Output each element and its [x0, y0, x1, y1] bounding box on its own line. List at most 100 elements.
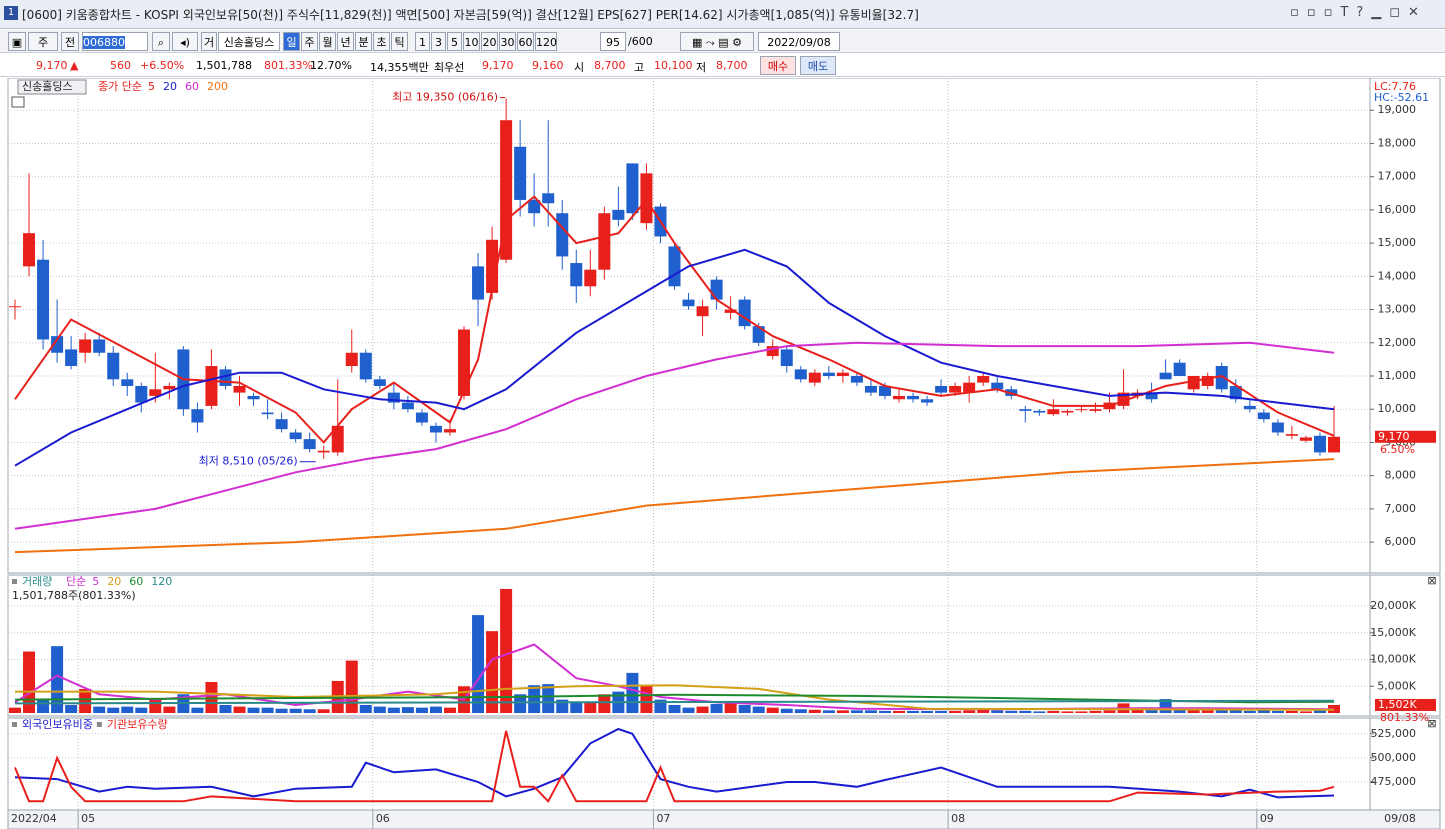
candle-body	[191, 409, 204, 423]
candle-body	[878, 385, 891, 396]
date-input[interactable]: 2022/09/08	[758, 32, 840, 51]
candle-body	[1187, 376, 1200, 390]
candle-body	[1229, 385, 1242, 400]
volume-tag	[1375, 698, 1436, 711]
volume-bar	[724, 702, 737, 713]
volume-bar	[51, 646, 64, 713]
search-button[interactable]: ⌕	[152, 32, 170, 51]
volume-bar	[1047, 710, 1060, 713]
candle-body	[65, 349, 78, 367]
candle-body	[612, 209, 625, 220]
period-button[interactable]: 분	[355, 32, 372, 51]
period-button[interactable]: 월	[319, 32, 336, 51]
candle-body	[626, 163, 639, 214]
count-max: /600	[628, 35, 653, 48]
period-button[interactable]: 30	[499, 32, 516, 51]
volume-bar	[373, 706, 386, 713]
candle-body	[331, 425, 344, 453]
volume-bar	[401, 707, 414, 713]
y-tick-label: 500,000	[1371, 751, 1417, 764]
y-tick-label: 10,000K	[1370, 653, 1416, 666]
volume-bar	[1145, 709, 1158, 713]
candle-body	[472, 266, 485, 300]
candle-body	[710, 279, 723, 300]
candle-body	[1201, 376, 1214, 386]
candle-body	[682, 299, 695, 307]
volume-bar	[766, 707, 779, 713]
volume-bar	[1201, 709, 1214, 713]
period-button[interactable]: 틱	[391, 32, 408, 51]
period-select[interactable]: 주	[28, 32, 58, 51]
legend-title: 단순	[66, 575, 86, 588]
candle-body	[893, 395, 906, 400]
buy-button[interactable]: 매수	[760, 56, 796, 75]
volume-bar	[949, 710, 962, 713]
candle-body	[1033, 410, 1046, 413]
period-button[interactable]: 일	[283, 32, 300, 51]
volume-bar	[79, 688, 92, 713]
candle-body	[1075, 409, 1088, 411]
period-button[interactable]: 1	[415, 32, 430, 51]
period-button[interactable]: 년	[337, 32, 354, 51]
period-button[interactable]: 주	[301, 32, 318, 51]
volume-bar	[668, 704, 681, 713]
stock-name: 신송홀딩스	[22, 80, 73, 93]
period-button[interactable]: 5	[447, 32, 462, 51]
period-button[interactable]: 120	[535, 32, 557, 51]
volume-bar	[472, 615, 485, 713]
volume-bar	[1299, 711, 1312, 713]
volume-bar	[977, 709, 990, 713]
period-button[interactable]: 초	[373, 32, 390, 51]
code-input[interactable]: 006880	[82, 32, 148, 51]
stock-name: 신송홀딩스	[218, 32, 280, 51]
name-prefix[interactable]: 거	[201, 32, 217, 51]
period-button[interactable]: 3	[431, 32, 446, 51]
volume-bar	[626, 672, 639, 713]
candle-body	[570, 263, 583, 287]
volume: 1,501,788	[196, 59, 252, 72]
window-controls[interactable]: ▫▫▫T?▁◻✕	[1290, 5, 1427, 20]
candle-body	[752, 326, 765, 343]
volume-bar	[149, 699, 162, 713]
y-tick-label: 11,000	[1378, 369, 1417, 382]
price-rate: 6.50%	[1380, 443, 1415, 456]
legend-entry: 5	[148, 80, 155, 93]
prev-button[interactable]: 전	[61, 32, 79, 51]
close-button[interactable]: ⊠	[1427, 717, 1436, 730]
y-tick-label: 14,000	[1378, 269, 1417, 282]
icon-button[interactable]: ▣	[8, 32, 26, 51]
ma-line	[14, 699, 1335, 705]
volume-bar	[1229, 710, 1242, 713]
volume-bar	[794, 709, 807, 713]
volume-bar	[429, 706, 442, 713]
volume-bar	[710, 703, 723, 713]
count[interactable]: 95	[600, 32, 626, 51]
change: 560	[110, 59, 131, 72]
period-button[interactable]: 20	[481, 32, 498, 51]
candle-body	[1173, 362, 1186, 376]
volume-bar	[808, 709, 821, 713]
candle-body	[37, 259, 50, 340]
ask: 9,170	[482, 59, 514, 72]
low-label: 저	[696, 61, 707, 74]
period-button[interactable]: 10	[463, 32, 480, 51]
volume-bar	[738, 704, 751, 713]
period-button[interactable]: 60	[517, 32, 534, 51]
volume-bar	[135, 707, 148, 713]
candle-body	[794, 369, 807, 380]
volume-info: 1,501,788주(801.33%)	[12, 589, 136, 602]
open-label: 시	[574, 61, 585, 74]
candle-body	[822, 372, 835, 376]
panel-marker	[12, 579, 17, 584]
volume-bar	[921, 710, 934, 713]
sell-button[interactable]: 매도	[800, 56, 836, 75]
open: 8,700	[594, 59, 626, 72]
volume-bar	[780, 708, 793, 713]
title-bar: 1 [0600] 키움종합차트 - KOSPI 외국인보유[50(천)] 주식수…	[0, 0, 1445, 29]
close-button[interactable]: ⊠	[1427, 574, 1436, 587]
legend-entry: 200	[207, 80, 228, 93]
sound-button[interactable]: ◂)	[172, 32, 198, 51]
tools[interactable]: ▦ ⤳ ▤ ⚙	[680, 32, 754, 51]
legend-entry: 60	[129, 575, 143, 588]
volume-bar	[289, 708, 302, 713]
